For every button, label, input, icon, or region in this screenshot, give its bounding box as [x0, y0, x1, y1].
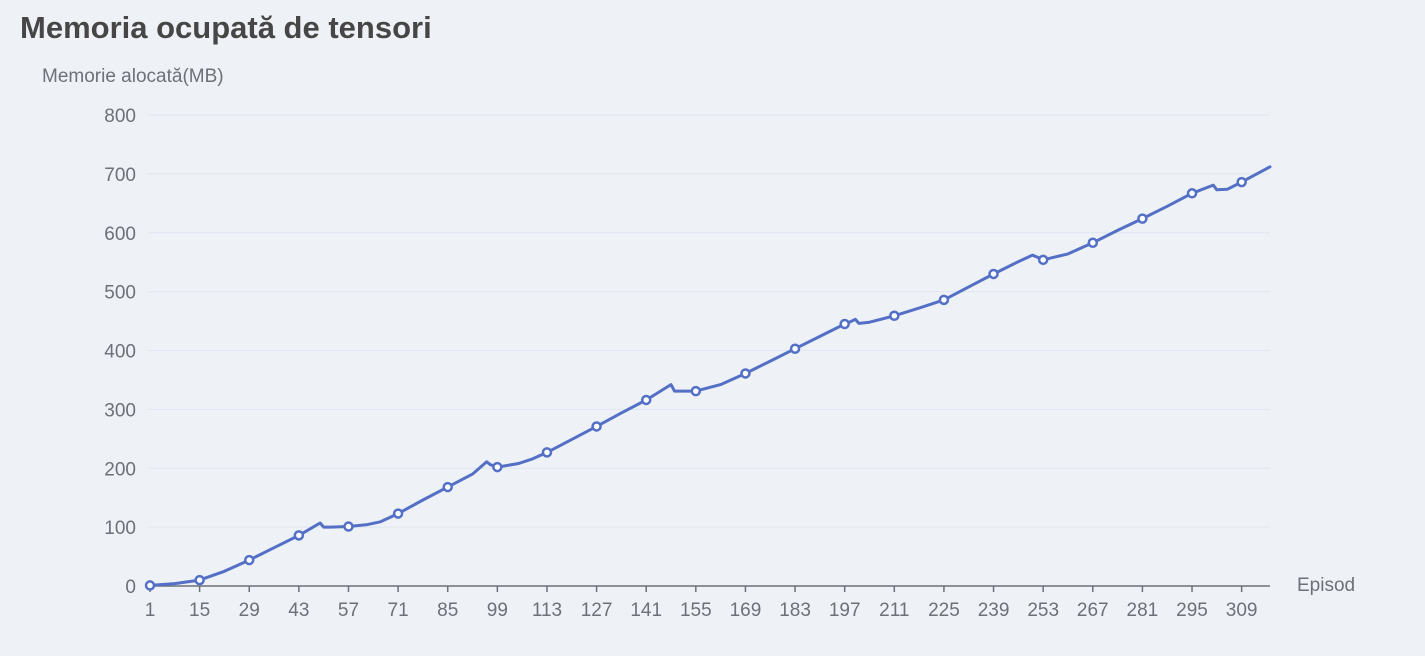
- x-tick-label: 295: [1176, 600, 1208, 621]
- data-point: [1186, 188, 1198, 199]
- x-tick-label: 99: [487, 600, 508, 621]
- data-point: [789, 343, 801, 354]
- data-point: [492, 461, 503, 473]
- y-tick-label: 300: [104, 400, 136, 421]
- data-point: [740, 368, 751, 379]
- gridlines: [148, 114, 1270, 528]
- y-tick-label: 500: [104, 283, 136, 304]
- data-point: [839, 318, 850, 330]
- x-tick-label: 57: [338, 600, 359, 621]
- y-tick-label: 700: [104, 165, 136, 186]
- x-tick-label: 141: [630, 600, 662, 621]
- x-tick-label: 43: [288, 600, 309, 621]
- x-tick-label: 183: [779, 600, 811, 621]
- data-point: [392, 508, 404, 519]
- data-point: [640, 394, 652, 406]
- series-layer: [144, 165, 1272, 591]
- data-point: [690, 385, 702, 397]
- x-tick-label: 253: [1027, 600, 1059, 621]
- x-tick-label: 211: [879, 600, 909, 621]
- y-tick-label: 0: [125, 577, 136, 598]
- data-point: [293, 530, 305, 541]
- series-line: [148, 165, 1272, 587]
- x-tick-label: 1: [145, 600, 156, 621]
- data-point: [938, 294, 950, 306]
- x-tick-label: 239: [978, 600, 1010, 621]
- data-point: [1087, 237, 1099, 249]
- data-point: [988, 268, 999, 280]
- x-tick-label: 113: [532, 600, 562, 621]
- data-point: [194, 574, 205, 586]
- data-point: [591, 421, 602, 432]
- y-tick-label: 100: [104, 518, 136, 539]
- data-point: [1236, 176, 1247, 188]
- data-point: [889, 310, 900, 322]
- data-point: [442, 481, 453, 493]
- data-point: [343, 521, 354, 532]
- x-tick-label: 127: [581, 600, 613, 621]
- x-tick-label: 169: [730, 600, 762, 621]
- y-tick-label: 200: [104, 459, 136, 480]
- x-tick-label: 29: [239, 600, 260, 621]
- x-tick-label: 267: [1077, 600, 1109, 621]
- y-tick-label: 800: [104, 106, 136, 127]
- x-tick-label: 155: [680, 600, 712, 621]
- y-tick-label: 400: [104, 342, 136, 363]
- data-point: [541, 447, 553, 458]
- data-point: [144, 580, 156, 591]
- x-tick-label: 309: [1226, 600, 1258, 621]
- x-tick-label: 197: [829, 600, 861, 621]
- data-point: [1037, 254, 1049, 266]
- y-axis-label: Memorie alocată(MB): [42, 66, 224, 87]
- x-tick-label: 225: [928, 600, 960, 621]
- x-tick-label: 71: [388, 600, 409, 621]
- x-tick-label: 85: [437, 600, 458, 621]
- data-point: [243, 554, 255, 566]
- x-tick-label: 15: [189, 600, 210, 621]
- chart-title: Memoria ocupată de tensori: [20, 10, 432, 45]
- x-axis-label: Episod: [1297, 575, 1355, 596]
- data-point: [1137, 213, 1148, 224]
- y-tick-label: 600: [104, 224, 136, 245]
- x-tick-label: 281: [1127, 600, 1159, 621]
- axes: 0 100 200 300 400 500 600 700 800 1 15 29 43 57 71 85 99…: [104, 106, 1270, 621]
